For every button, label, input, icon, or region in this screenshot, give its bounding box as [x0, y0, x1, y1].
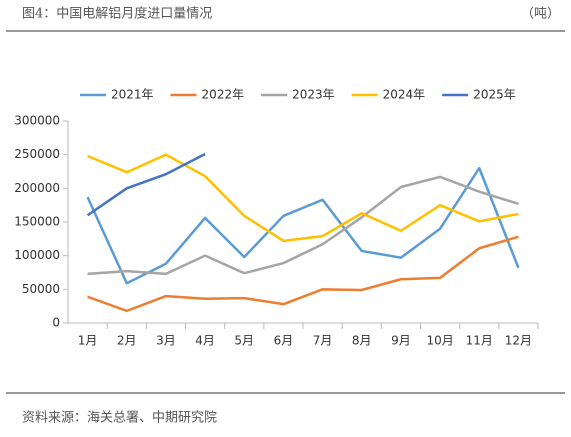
x-tick-label: 10月 [426, 334, 453, 348]
legend-label: 2025年 [473, 88, 516, 102]
legend-label: 2024年 [383, 88, 426, 102]
series-line [87, 175, 519, 276]
x-tick-label: 7月 [313, 334, 333, 348]
x-tick-label: 3月 [156, 334, 176, 348]
x-tick-label: 4月 [195, 334, 215, 348]
unit-label: （吨） [521, 7, 560, 22]
series-line [86, 166, 520, 285]
y-tick-label: 100000 [14, 248, 60, 262]
y-tick-label: 0 [52, 316, 60, 330]
chart-title: 图4：中国电解铝月度进口量情况 [22, 6, 212, 22]
legend-label: 2021年 [111, 88, 154, 102]
y-tick-label: 200000 [14, 181, 60, 195]
y-tick-label: 50000 [22, 282, 60, 296]
series-line [87, 153, 519, 243]
y-tick-label: 300000 [14, 114, 60, 128]
legend-label: 2022年 [202, 88, 245, 102]
x-tick-label: 12月 [505, 334, 532, 348]
x-tick-label: 2月 [117, 334, 137, 348]
source-note: 资料来源：海关总署、中期研究院 [22, 411, 217, 426]
x-tick-label: 9月 [391, 334, 411, 348]
series-line [86, 152, 206, 217]
x-tick-label: 5月 [234, 334, 254, 348]
series-line [87, 235, 519, 313]
y-tick-label: 150000 [14, 215, 60, 229]
x-tick-label: 8月 [352, 334, 372, 348]
x-tick-label: 11月 [466, 334, 493, 348]
x-tick-label: 1月 [78, 334, 98, 348]
legend-label: 2023年 [292, 88, 335, 102]
y-tick-label: 250000 [14, 147, 60, 161]
x-tick-label: 6月 [274, 334, 294, 348]
